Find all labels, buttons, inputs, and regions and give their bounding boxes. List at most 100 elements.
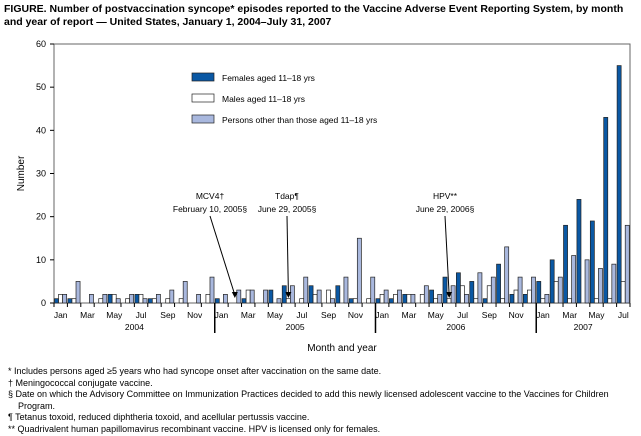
bar-males	[125, 298, 130, 304]
bar-females	[536, 281, 542, 304]
bar-others	[303, 276, 309, 304]
bar-males	[594, 298, 599, 304]
bar-females	[402, 294, 408, 304]
bar-males	[540, 298, 546, 304]
bar-males	[205, 294, 211, 304]
y-tick-label: 20	[36, 212, 46, 222]
x-tick-label: Mar	[562, 310, 577, 320]
bar-others	[437, 294, 443, 304]
x-tick-label: Nov	[348, 310, 364, 320]
bar-females	[241, 298, 247, 304]
footnote: ¶ Tetanus toxoid, reduced diphtheria tox…	[8, 412, 310, 422]
annotation-label: Tdap¶	[275, 191, 299, 201]
x-tick-label: Jul	[457, 310, 468, 320]
bar-others	[544, 294, 550, 304]
bar-others	[383, 289, 389, 304]
bar-others	[196, 294, 201, 304]
bar-others	[330, 298, 335, 304]
bar-others	[464, 294, 469, 304]
bar-females	[442, 276, 448, 304]
bar-males	[138, 294, 144, 304]
bar-males	[111, 294, 117, 304]
bar-males	[446, 298, 452, 304]
annotation-arrow	[444, 215, 450, 296]
bar-males	[178, 298, 184, 304]
legend-label: Males aged 11–18 yrs	[222, 94, 305, 104]
bar-females	[335, 285, 341, 304]
bar-females	[281, 285, 287, 304]
bar-males	[98, 298, 104, 304]
bar-others	[611, 263, 617, 304]
bar-others	[410, 294, 416, 304]
bar-males	[393, 294, 398, 304]
bar-females	[496, 263, 501, 304]
year-label: 2005	[286, 322, 305, 332]
bar-males	[473, 298, 479, 304]
bar-others	[504, 246, 510, 304]
bar-others	[75, 281, 81, 304]
bar-males	[513, 289, 519, 304]
x-tick-label: Nov	[509, 310, 525, 320]
y-axis-label: Number	[16, 155, 27, 191]
bar-females	[134, 294, 140, 304]
bar-females	[456, 272, 461, 304]
bar-others	[571, 255, 577, 304]
bar-others	[129, 294, 135, 304]
bar-females	[308, 285, 314, 304]
x-tick-label: Jul	[296, 310, 307, 320]
bar-males	[486, 285, 492, 304]
bar-males	[527, 289, 532, 304]
bar-others	[249, 289, 255, 304]
x-tick-label: Jul	[618, 310, 629, 320]
y-tick-label: 60	[36, 39, 46, 49]
bar-others	[598, 268, 603, 304]
annotation-date: June 29, 2005§	[258, 204, 317, 214]
bar-males	[500, 298, 506, 304]
plot-frame	[53, 43, 631, 304]
bar-others	[584, 259, 590, 304]
bar-others	[343, 276, 349, 304]
bar-males	[165, 298, 171, 304]
x-tick-label: Jan	[536, 310, 550, 320]
bar-males	[326, 289, 331, 304]
x-tick-label: Nov	[187, 310, 203, 320]
y-tick-label: 30	[36, 169, 46, 179]
year-label: 2004	[125, 322, 144, 332]
bar-males	[245, 289, 251, 304]
bar-males	[366, 298, 372, 304]
y-tick-label: 40	[36, 125, 46, 135]
x-tick-label: May	[267, 310, 284, 320]
bar-males	[419, 294, 425, 304]
legend-swatch	[191, 72, 215, 82]
bar-females	[375, 298, 381, 304]
bar-females	[589, 220, 595, 304]
bar-females	[576, 199, 582, 304]
bar-others	[62, 294, 68, 304]
bar-females	[147, 298, 153, 304]
bar-males	[379, 294, 385, 304]
arrowhead-icon	[285, 292, 292, 298]
bar-others	[169, 289, 175, 304]
bar-others	[102, 294, 108, 304]
bar-males	[620, 281, 626, 304]
x-tick-label: Mar	[80, 310, 95, 320]
annotation-label: HPV**	[433, 191, 458, 201]
bar-others	[115, 298, 121, 304]
bar-others	[209, 276, 215, 304]
legend-label: Persons other than those aged 11–18 yrs	[222, 115, 377, 125]
bar-others	[236, 289, 242, 304]
bar-females	[54, 298, 59, 304]
x-tick-label: Sep	[482, 310, 497, 320]
bar-others	[289, 285, 295, 304]
bar-others	[450, 285, 456, 304]
bar-others	[276, 298, 282, 304]
annotation-arrow	[209, 215, 236, 296]
bar-others	[557, 276, 563, 304]
bar-females	[563, 224, 568, 304]
x-tick-label: Mar	[241, 310, 256, 320]
bar-others	[477, 272, 483, 304]
footnote: † Meningococcal conjugate vaccine.	[8, 377, 153, 388]
bar-females	[482, 298, 488, 304]
bar-females	[348, 298, 354, 304]
